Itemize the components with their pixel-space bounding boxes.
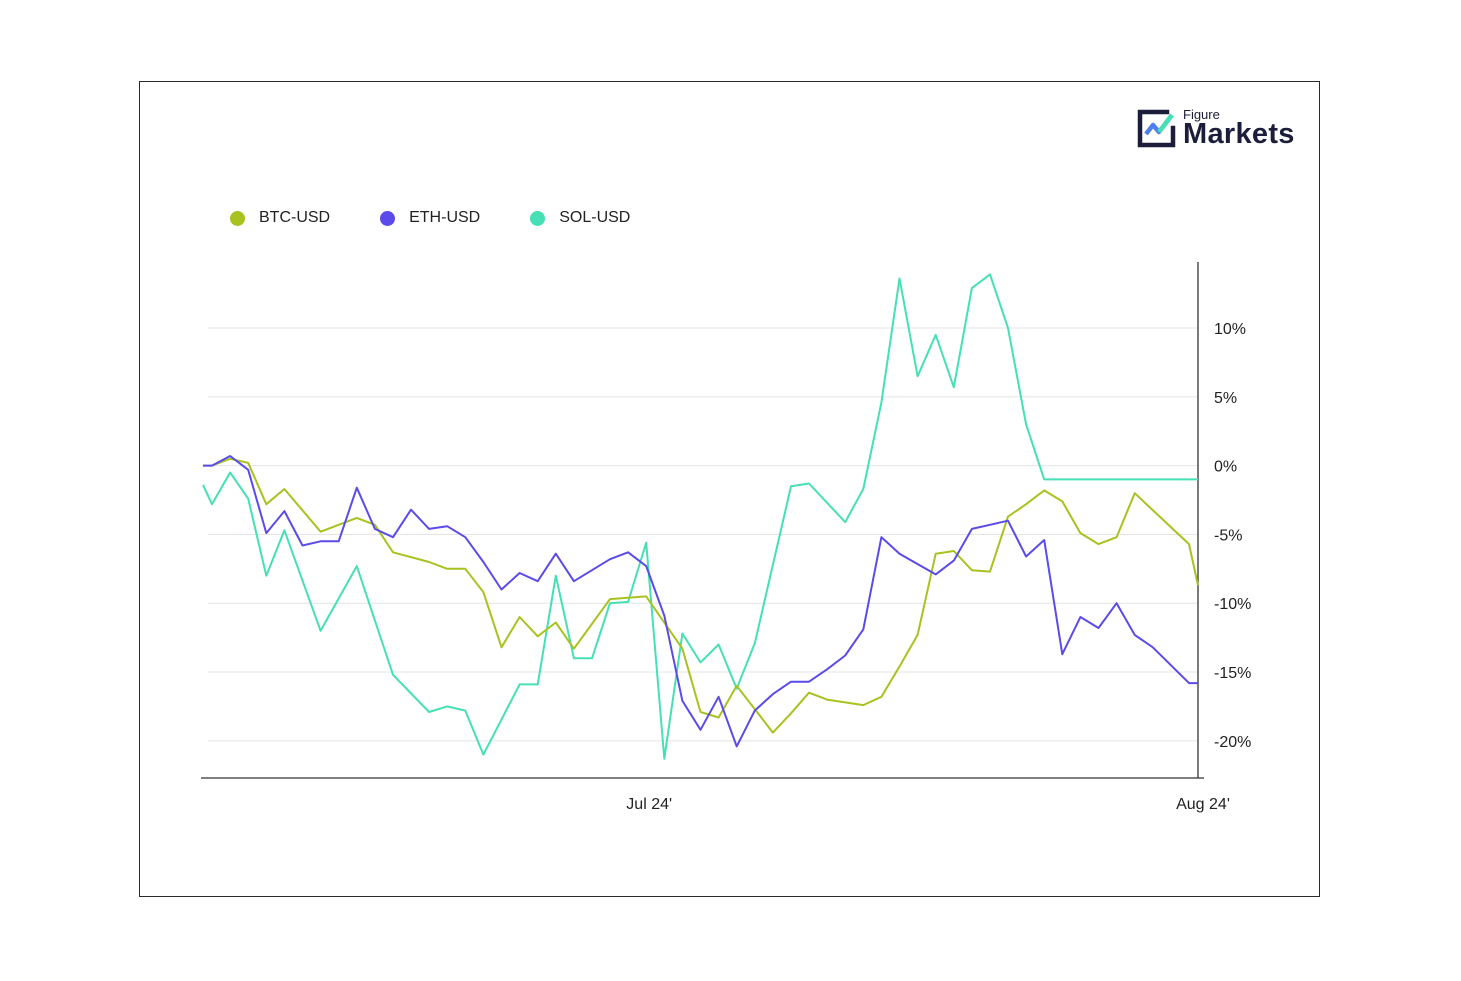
y-tick-label: -20%	[1214, 734, 1251, 751]
series-line-btc-usd	[203, 457, 1199, 734]
legend-item-btc: BTC-USD	[230, 209, 330, 227]
logo-big-text: Markets	[1183, 118, 1295, 150]
series-line-eth-usd	[203, 455, 1198, 748]
legend-item-eth: ETH-USD	[380, 209, 480, 227]
logo-small-text: Figure	[1183, 107, 1220, 122]
x-tick-label: Jul 24'	[626, 796, 672, 813]
logo-chart-icon	[1137, 109, 1176, 148]
legend-dot-eth	[380, 210, 396, 226]
legend-label-eth: ETH-USD	[409, 209, 481, 226]
y-tick-label: -15%	[1214, 665, 1251, 682]
chart-legend: BTC-USD ETH-USD SOL-USD	[230, 209, 680, 227]
legend-label-sol: SOL-USD	[559, 209, 631, 226]
x-tick-label: Aug 24'	[1176, 796, 1230, 813]
y-tick-label: 10%	[1214, 321, 1246, 338]
y-tick-label: -10%	[1214, 596, 1251, 613]
legend-label-btc: BTC-USD	[259, 209, 331, 226]
legend-dot-btc	[230, 210, 245, 226]
figure-markets-logo: Figure Markets	[1137, 106, 1307, 154]
chart-frame	[139, 81, 1320, 897]
legend-item-sol: SOL-USD	[530, 209, 630, 227]
legend-dot-sol	[530, 210, 546, 226]
y-tick-label: 0%	[1214, 459, 1237, 476]
y-tick-label: -5%	[1214, 527, 1242, 544]
series-line-sol-usd	[202, 273, 1198, 760]
y-tick-label: 5%	[1214, 390, 1237, 407]
